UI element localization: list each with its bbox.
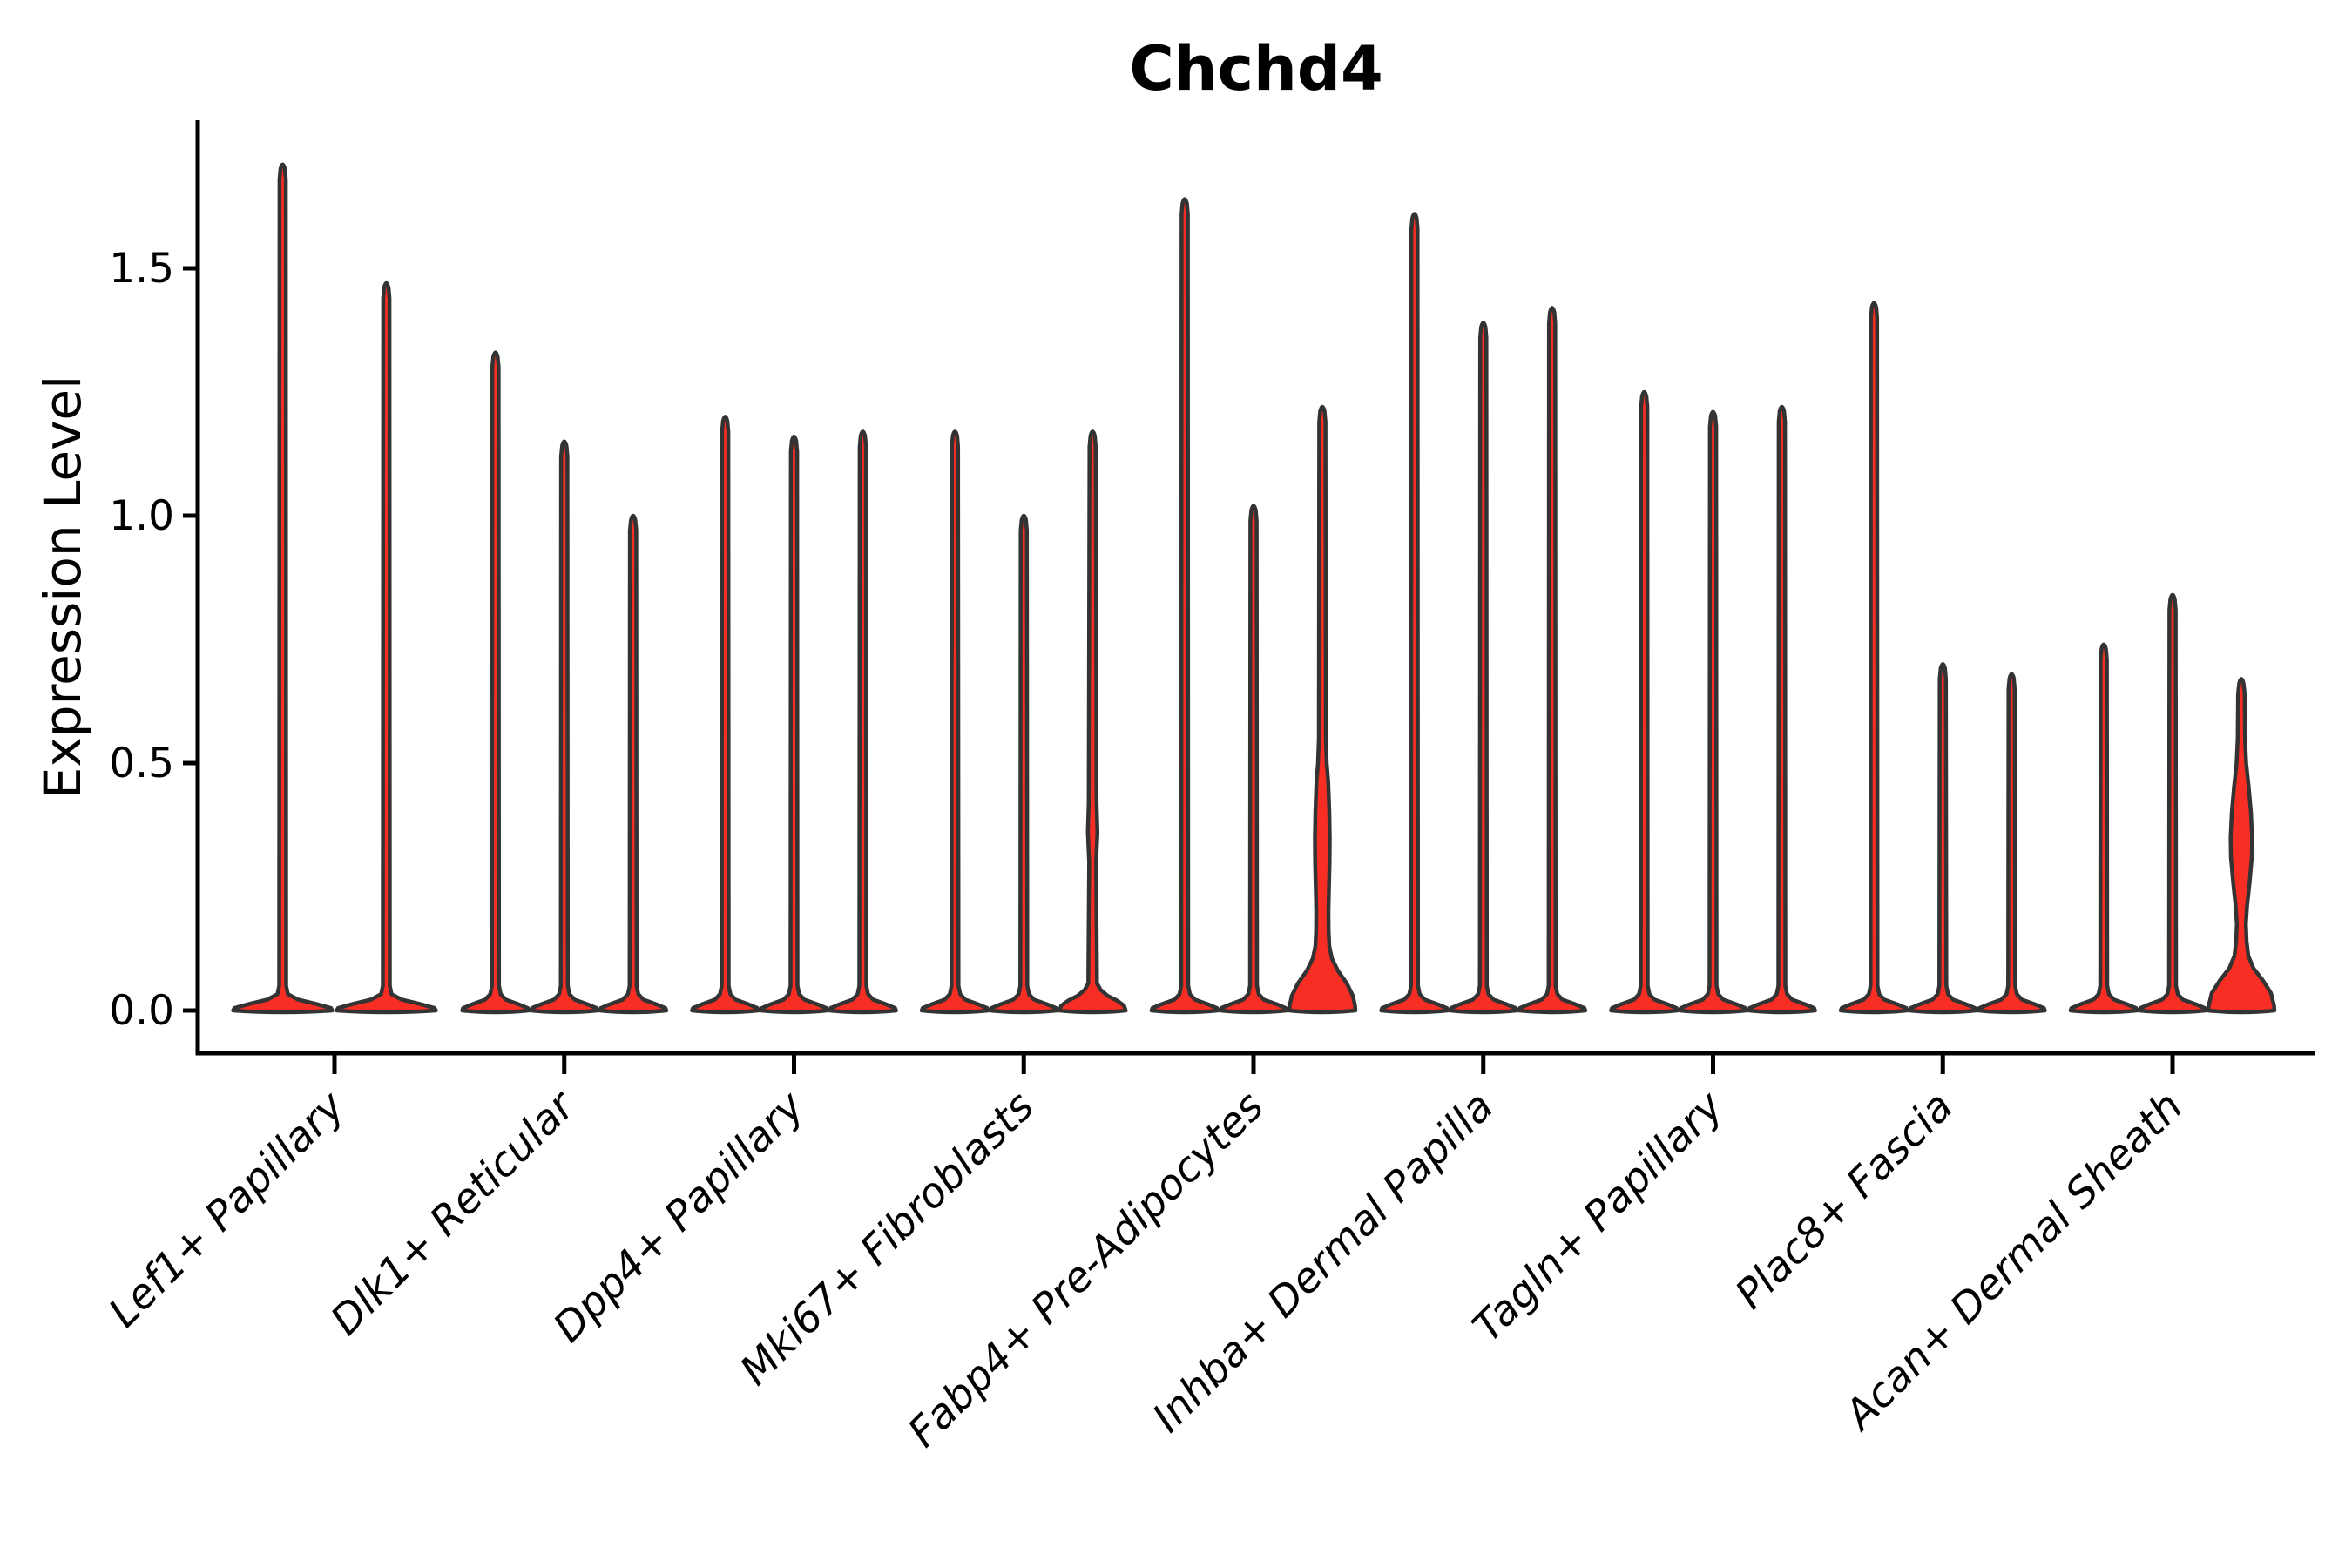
- violin-8-0: [2068, 642, 2139, 1015]
- y-tick-label-0: 0.0: [109, 987, 174, 1035]
- violin-0-0: [231, 162, 335, 1015]
- violin-2-1: [759, 434, 829, 1015]
- violin-group: [231, 162, 2277, 1015]
- x-tick-label-7: Plac8+ Fascia: [1727, 1083, 1963, 1319]
- violin-5-2: [1517, 306, 1588, 1015]
- violin-7-0: [1838, 301, 1909, 1015]
- violin-3-0: [919, 429, 990, 1015]
- violin-4-2: [1287, 404, 1358, 1015]
- violin-4-0: [1149, 197, 1220, 1015]
- axes-group: 0.0 0.5 1.0 1.5: [109, 120, 2315, 1056]
- violin-8-1: [2137, 592, 2208, 1015]
- violin-5-1: [1448, 321, 1519, 1015]
- x-tick-label-6: Tagln+ Papillary: [1463, 1082, 1734, 1352]
- chart-title: Chchd4: [1129, 33, 1382, 105]
- x-tick-label-2: Dpp4+ Papillary: [544, 1082, 814, 1352]
- y-tick-label-2: 1.0: [109, 492, 174, 540]
- violin-4-1: [1218, 504, 1289, 1015]
- x-tick-label-1: Dlk1+ Reticular: [321, 1081, 585, 1345]
- y-tick-label-1: 0.5: [109, 740, 174, 787]
- y-axis-label: Expression Level: [33, 375, 92, 799]
- violin-1-2: [598, 513, 669, 1015]
- violin-6-1: [1678, 409, 1748, 1015]
- violin-0-1: [335, 280, 438, 1015]
- violin-7-1: [1907, 662, 1978, 1015]
- violin-6-2: [1747, 404, 1817, 1015]
- violin-6-0: [1609, 389, 1680, 1015]
- violin-2-2: [828, 429, 898, 1015]
- violin-8-2: [2206, 677, 2277, 1015]
- x-tick-label-0: Lef1+ Papillary: [99, 1082, 355, 1337]
- violin-5-0: [1379, 212, 1450, 1015]
- violin-3-2: [1058, 429, 1128, 1015]
- violin-1-0: [460, 350, 531, 1015]
- violin-1-1: [529, 439, 600, 1015]
- y-tick-label-3: 1.5: [109, 245, 174, 293]
- violin-7-2: [1976, 672, 2047, 1015]
- violin-2-0: [690, 415, 760, 1015]
- violin-3-1: [988, 513, 1059, 1015]
